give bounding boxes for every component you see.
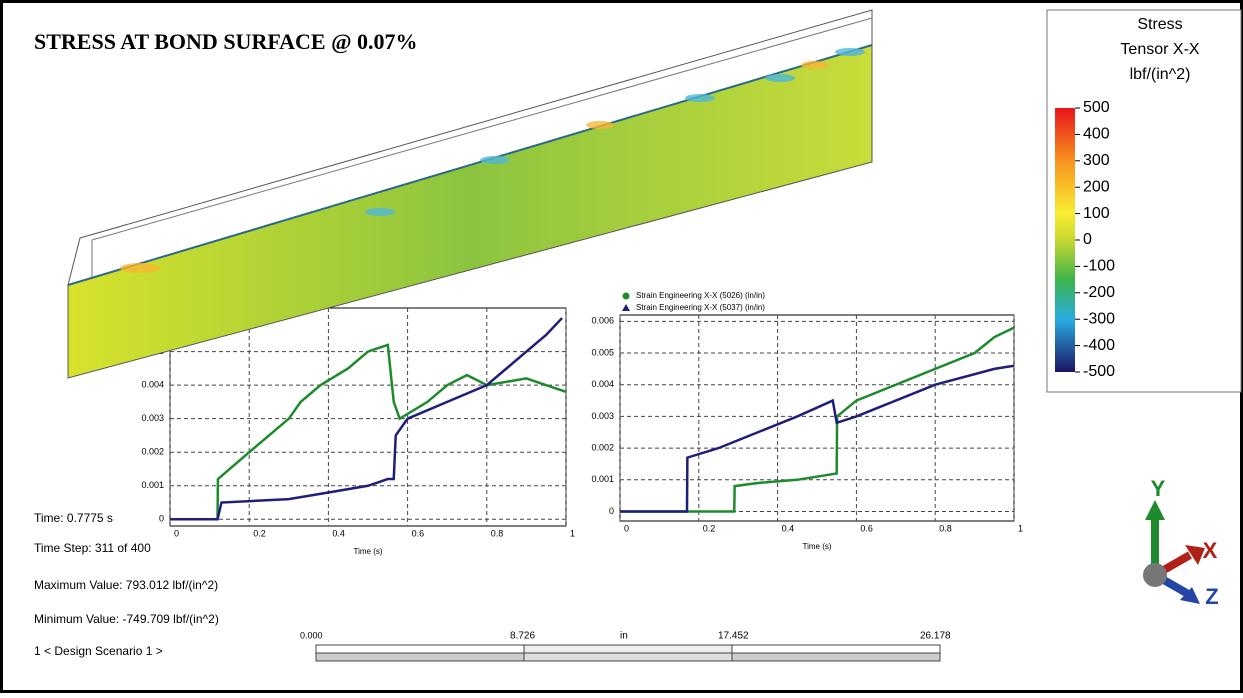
scale-bar: 0.000 8.726 in 17.452 26.178 (300, 630, 951, 662)
y-tick-label: 0.003 (591, 411, 614, 421)
series-line (170, 343, 567, 521)
legend-tick-label: 400 (1083, 126, 1110, 143)
charts: 0 0.001 0.002 0.003 0.004 0.005 0 0.2 0.4 0.6 0.8 1… (141, 291, 1023, 556)
legend-tick-label: -500 (1083, 363, 1115, 380)
axis-label-z: Z (1205, 584, 1218, 609)
x-tick-label: 1 (1018, 523, 1023, 533)
legend-tick-label: -400 (1083, 337, 1115, 354)
scale-unit: in (620, 631, 628, 642)
scale-label: 26.178 (920, 631, 951, 642)
y-tick-label: 0.002 (591, 442, 614, 452)
y-tick-label: 0.004 (141, 380, 164, 390)
x-tick-label: 0.4 (782, 523, 795, 533)
x-tick-label: 0.6 (412, 528, 425, 538)
legend-tick-label: 500 (1083, 99, 1110, 116)
plot-area (619, 314, 1015, 522)
x-tick-label: 0.8 (491, 528, 504, 538)
scale-label: 0.000 (300, 630, 323, 640)
info-text: 1 < Design Scenario 1 > (34, 644, 163, 658)
y-tick-label: 0.004 (591, 379, 614, 389)
x-tick-label: 0.8 (939, 523, 952, 533)
title: STRESS AT BOND SURFACE @ 0.07% (34, 29, 418, 54)
legend-marker (622, 304, 630, 311)
x-tick-label: 1 (570, 528, 575, 538)
y-tick-label: 0.001 (591, 474, 614, 484)
axis-label-y: Y (1151, 476, 1166, 501)
x-tick-label: 0.2 (253, 528, 266, 538)
legend-tick-label: 200 (1083, 178, 1110, 195)
x-axis-label: Time (s) (353, 547, 382, 556)
beam-model (67, 9, 873, 379)
triad: Y X Z (1143, 476, 1219, 609)
legend-title: Stress (1137, 16, 1182, 33)
axis-label-x: X (1203, 538, 1218, 563)
x-axis-label: Time (s) (802, 542, 831, 551)
legend-tick-label: -200 (1083, 284, 1115, 301)
scale-label: 17.452 (718, 631, 749, 642)
info-text: Time Step: 311 of 400 (34, 541, 151, 555)
legend-label: Strain Engineering X-X (5037) (in/in) (636, 303, 765, 312)
legend-title: lbf/(in^2) (1130, 66, 1191, 83)
series-line (620, 326, 1015, 513)
x-tick-label: 0 (624, 523, 629, 533)
legend-tick-label: 300 (1083, 152, 1110, 169)
legend-tick-label: -300 (1083, 310, 1115, 327)
legend-title: Tensor X-X (1120, 41, 1199, 58)
y-tick-label: 0.005 (591, 347, 614, 357)
color-legend: Stress Tensor X-X lbf/(in^2) 500 400 300 200 10… (1046, 9, 1242, 393)
x-tick-label: 0.4 (332, 528, 345, 538)
x-tick-label: 0 (174, 528, 179, 538)
y-tick-label: 0.001 (141, 480, 164, 490)
scale-label: 8.726 (510, 631, 535, 642)
info-text: Time: 0.7775 s (34, 511, 113, 525)
series-line (170, 317, 563, 521)
plot-area (169, 307, 567, 527)
x-tick-label: 0.2 (703, 523, 716, 533)
y-tick-label: 0 (159, 514, 164, 524)
info-text: Minimum Value: -749.709 lbf/(in^2) (34, 612, 219, 626)
legend-tick-label: 0 (1083, 231, 1092, 248)
legend-tick-label: 100 (1083, 205, 1110, 222)
y-tick-label: 0.006 (591, 316, 614, 326)
x-tick-label: 0.6 (860, 523, 873, 533)
info-text: Maximum Value: 793.012 lbf/(in^2) (34, 578, 218, 592)
legend-marker (622, 292, 630, 300)
y-tick-label: 0 (609, 506, 614, 516)
series-line (620, 364, 1015, 513)
y-tick-label: 0.003 (141, 413, 164, 423)
legend-label: Strain Engineering X-X (5026) (in/in) (636, 291, 765, 300)
y-tick-label: 0.002 (141, 447, 164, 457)
legend-tick-label: -100 (1083, 258, 1115, 275)
